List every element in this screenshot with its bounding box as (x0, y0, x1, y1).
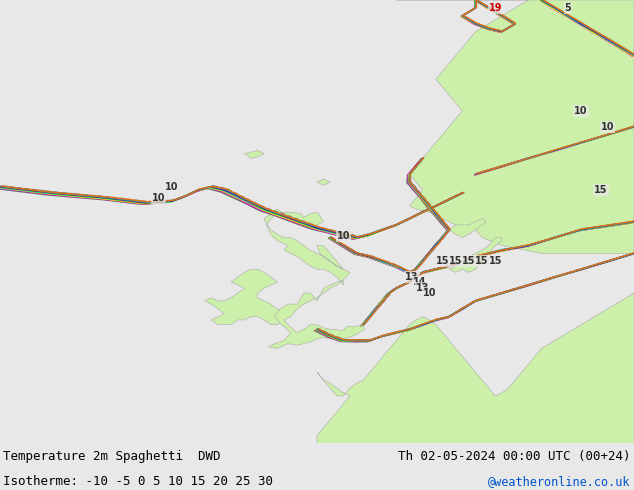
Text: 13: 13 (405, 272, 419, 282)
Polygon shape (396, 0, 634, 253)
Text: 10: 10 (152, 193, 165, 203)
Text: 5: 5 (565, 3, 571, 13)
Polygon shape (317, 293, 634, 443)
Polygon shape (205, 269, 284, 325)
Text: 10: 10 (422, 288, 436, 298)
Text: 15: 15 (489, 256, 502, 267)
Text: 10: 10 (574, 106, 588, 116)
Text: 10: 10 (165, 182, 178, 192)
Text: 10: 10 (337, 231, 350, 241)
Polygon shape (317, 179, 330, 185)
Text: 15: 15 (476, 256, 489, 267)
Text: 15: 15 (449, 256, 462, 267)
Text: Temperature 2m Spaghetti  DWD: Temperature 2m Spaghetti DWD (3, 450, 221, 463)
Text: Isotherme: -10 -5 0 5 10 15 20 25 30: Isotherme: -10 -5 0 5 10 15 20 25 30 (3, 475, 273, 488)
Text: 13: 13 (416, 283, 429, 293)
Polygon shape (449, 238, 502, 272)
Text: 15: 15 (436, 256, 450, 267)
Text: 15: 15 (462, 256, 476, 267)
Polygon shape (264, 209, 365, 348)
Text: 10: 10 (601, 122, 614, 132)
Text: 19: 19 (489, 3, 502, 13)
Text: 15: 15 (594, 185, 608, 195)
Text: 14: 14 (413, 277, 427, 287)
Polygon shape (449, 219, 486, 238)
Text: @weatheronline.co.uk: @weatheronline.co.uk (488, 475, 631, 488)
Text: Th 02-05-2024 00:00 UTC (00+24): Th 02-05-2024 00:00 UTC (00+24) (398, 450, 631, 463)
Polygon shape (244, 150, 264, 158)
